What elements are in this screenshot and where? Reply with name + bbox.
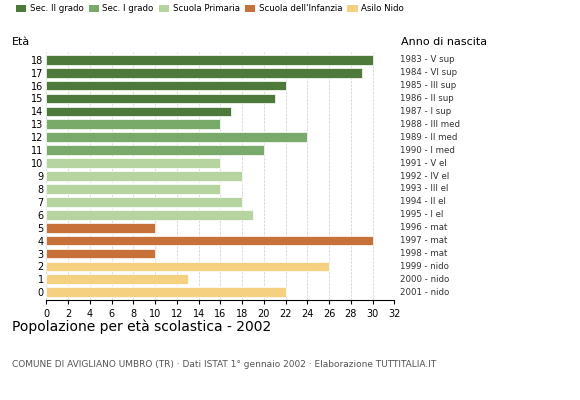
Bar	[46, 274, 188, 284]
Text: 1997 - mat: 1997 - mat	[400, 236, 448, 245]
Text: Popolazione per età scolastica - 2002: Popolazione per età scolastica - 2002	[12, 320, 271, 334]
Bar	[46, 68, 362, 78]
Legend: Sec. II grado, Sec. I grado, Scuola Primaria, Scuola dell'Infanzia, Asilo Nido: Sec. II grado, Sec. I grado, Scuola Prim…	[16, 4, 404, 13]
Text: 1988 - III med: 1988 - III med	[400, 120, 460, 129]
Text: 1987 - I sup: 1987 - I sup	[400, 107, 451, 116]
Text: 2000 - nido: 2000 - nido	[400, 275, 450, 284]
Text: 1983 - V sup: 1983 - V sup	[400, 55, 455, 64]
Text: 1991 - V el: 1991 - V el	[400, 158, 447, 168]
Bar	[46, 94, 275, 103]
Bar	[46, 262, 329, 271]
Text: 1996 - mat: 1996 - mat	[400, 223, 448, 232]
Text: 1985 - III sup: 1985 - III sup	[400, 81, 456, 90]
Bar	[46, 210, 253, 220]
Bar	[46, 223, 155, 232]
Bar	[46, 145, 264, 155]
Text: Anno di nascita: Anno di nascita	[401, 37, 487, 47]
Bar	[46, 81, 285, 90]
Bar	[46, 288, 285, 297]
Text: 1998 - mat: 1998 - mat	[400, 249, 448, 258]
Text: 1995 - I el: 1995 - I el	[400, 210, 444, 219]
Bar	[46, 55, 372, 64]
Bar	[46, 132, 307, 142]
Text: 1990 - I med: 1990 - I med	[400, 146, 455, 155]
Text: Età: Età	[12, 37, 30, 47]
Text: 1984 - VI sup: 1984 - VI sup	[400, 68, 457, 77]
Bar	[46, 120, 220, 129]
Bar	[46, 197, 242, 207]
Text: 1986 - II sup: 1986 - II sup	[400, 94, 454, 103]
Bar	[46, 106, 231, 116]
Bar	[46, 236, 372, 246]
Text: COMUNE DI AVIGLIANO UMBRO (TR) · Dati ISTAT 1° gennaio 2002 · Elaborazione TUTTI: COMUNE DI AVIGLIANO UMBRO (TR) · Dati IS…	[12, 360, 436, 369]
Text: 1994 - II el: 1994 - II el	[400, 197, 446, 206]
Text: 1992 - IV el: 1992 - IV el	[400, 172, 450, 180]
Bar	[46, 171, 242, 181]
Bar	[46, 184, 220, 194]
Text: 1989 - II med: 1989 - II med	[400, 133, 458, 142]
Bar	[46, 249, 155, 258]
Bar	[46, 158, 220, 168]
Text: 1999 - nido: 1999 - nido	[400, 262, 449, 271]
Text: 2001 - nido: 2001 - nido	[400, 288, 450, 297]
Text: 1993 - III el: 1993 - III el	[400, 184, 448, 194]
